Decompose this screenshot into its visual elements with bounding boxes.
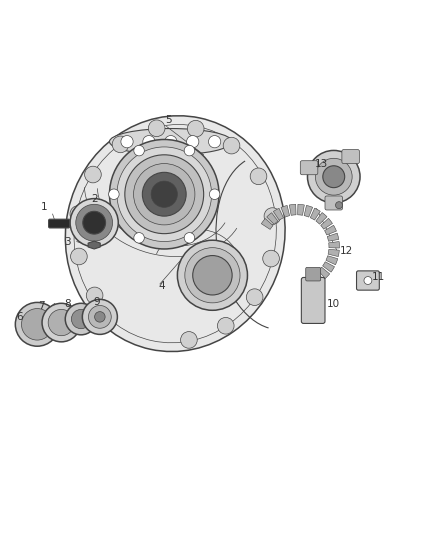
Circle shape xyxy=(217,318,234,334)
Circle shape xyxy=(193,255,232,295)
Polygon shape xyxy=(313,272,324,284)
Circle shape xyxy=(143,135,155,148)
Polygon shape xyxy=(323,262,335,272)
Polygon shape xyxy=(267,213,278,224)
Circle shape xyxy=(110,140,219,249)
FancyBboxPatch shape xyxy=(357,271,379,290)
Circle shape xyxy=(184,232,194,243)
Polygon shape xyxy=(261,219,273,229)
Circle shape xyxy=(86,287,103,304)
Circle shape xyxy=(76,204,113,241)
Polygon shape xyxy=(289,204,296,215)
Circle shape xyxy=(177,240,247,310)
Circle shape xyxy=(180,332,197,348)
Text: 1: 1 xyxy=(40,203,47,212)
Circle shape xyxy=(187,120,204,137)
Circle shape xyxy=(15,302,59,346)
FancyBboxPatch shape xyxy=(49,219,70,228)
Circle shape xyxy=(95,312,105,322)
Circle shape xyxy=(148,120,165,136)
Polygon shape xyxy=(273,208,283,220)
FancyBboxPatch shape xyxy=(342,150,360,164)
Polygon shape xyxy=(281,205,290,217)
Circle shape xyxy=(315,158,352,195)
Polygon shape xyxy=(328,249,339,256)
Text: 10: 10 xyxy=(326,298,339,309)
Polygon shape xyxy=(318,267,330,279)
Text: 3: 3 xyxy=(64,237,71,247)
Ellipse shape xyxy=(110,128,232,155)
Polygon shape xyxy=(321,219,332,229)
Text: 2: 2 xyxy=(91,193,98,204)
Circle shape xyxy=(121,135,133,148)
Circle shape xyxy=(184,146,194,156)
FancyBboxPatch shape xyxy=(301,278,325,324)
Circle shape xyxy=(134,146,144,156)
Circle shape xyxy=(70,199,118,247)
Circle shape xyxy=(117,147,212,241)
Circle shape xyxy=(323,166,345,188)
Ellipse shape xyxy=(65,116,285,352)
Polygon shape xyxy=(310,208,320,220)
Circle shape xyxy=(364,277,372,285)
Circle shape xyxy=(264,208,281,224)
Circle shape xyxy=(71,310,91,329)
Circle shape xyxy=(208,135,221,148)
Text: 12: 12 xyxy=(339,246,353,256)
Text: 8: 8 xyxy=(64,298,71,309)
Circle shape xyxy=(165,135,177,148)
Text: 11: 11 xyxy=(372,272,385,282)
Circle shape xyxy=(134,164,195,225)
Polygon shape xyxy=(325,225,336,235)
Circle shape xyxy=(109,189,119,199)
Circle shape xyxy=(307,150,360,203)
Circle shape xyxy=(83,211,106,234)
Circle shape xyxy=(21,309,53,340)
Circle shape xyxy=(134,232,144,243)
Polygon shape xyxy=(328,241,339,248)
Circle shape xyxy=(71,248,87,265)
Circle shape xyxy=(65,303,97,335)
Polygon shape xyxy=(327,233,339,241)
Circle shape xyxy=(250,168,267,184)
Circle shape xyxy=(263,251,279,267)
Circle shape xyxy=(223,138,240,154)
Circle shape xyxy=(42,303,81,342)
Circle shape xyxy=(88,305,111,328)
Polygon shape xyxy=(298,204,304,215)
Circle shape xyxy=(151,181,177,207)
Circle shape xyxy=(48,310,74,336)
FancyBboxPatch shape xyxy=(306,268,321,281)
Circle shape xyxy=(82,300,117,334)
Polygon shape xyxy=(304,205,313,217)
Polygon shape xyxy=(316,213,327,224)
Text: 4: 4 xyxy=(159,281,166,291)
Circle shape xyxy=(246,289,263,305)
Text: 6: 6 xyxy=(16,312,23,322)
Polygon shape xyxy=(88,241,100,249)
Circle shape xyxy=(187,135,199,148)
FancyBboxPatch shape xyxy=(300,161,318,175)
Circle shape xyxy=(125,155,204,233)
Circle shape xyxy=(85,166,101,183)
Circle shape xyxy=(142,172,186,216)
Circle shape xyxy=(336,201,343,209)
Circle shape xyxy=(209,189,220,199)
FancyBboxPatch shape xyxy=(325,196,343,210)
Circle shape xyxy=(70,206,87,222)
Polygon shape xyxy=(326,256,338,265)
Text: 5: 5 xyxy=(165,115,172,125)
Text: 7: 7 xyxy=(38,301,45,311)
Circle shape xyxy=(185,248,240,303)
Circle shape xyxy=(112,136,129,153)
Text: 13: 13 xyxy=(315,159,328,168)
Text: 9: 9 xyxy=(93,296,100,306)
